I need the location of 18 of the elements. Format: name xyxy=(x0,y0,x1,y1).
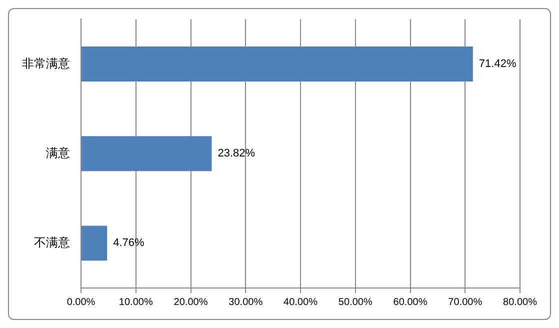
x-tick-label: 0.00% xyxy=(66,296,96,308)
x-tick-label: 70.00% xyxy=(448,296,482,308)
x-tick-label: 30.00% xyxy=(228,296,263,308)
y-tick-label: 非常满意 xyxy=(22,56,70,70)
y-tick-label: 满意 xyxy=(46,146,70,160)
y-tick-label: 不满意 xyxy=(34,236,70,250)
bar xyxy=(82,46,473,82)
bar xyxy=(82,136,212,172)
x-tick-label: 50.00% xyxy=(338,296,372,308)
data-label: 23.82% xyxy=(218,148,256,160)
data-label: 4.76% xyxy=(113,237,145,250)
x-tick-label: 60.00% xyxy=(393,296,428,308)
bar xyxy=(82,226,108,261)
x-tick-label: 40.00% xyxy=(284,296,318,308)
x-tick-label: 10.00% xyxy=(118,296,153,308)
data-label: 71.42% xyxy=(478,58,516,70)
x-tick-label: 20.00% xyxy=(174,296,208,308)
x-tick-label: 80.00% xyxy=(503,296,538,308)
